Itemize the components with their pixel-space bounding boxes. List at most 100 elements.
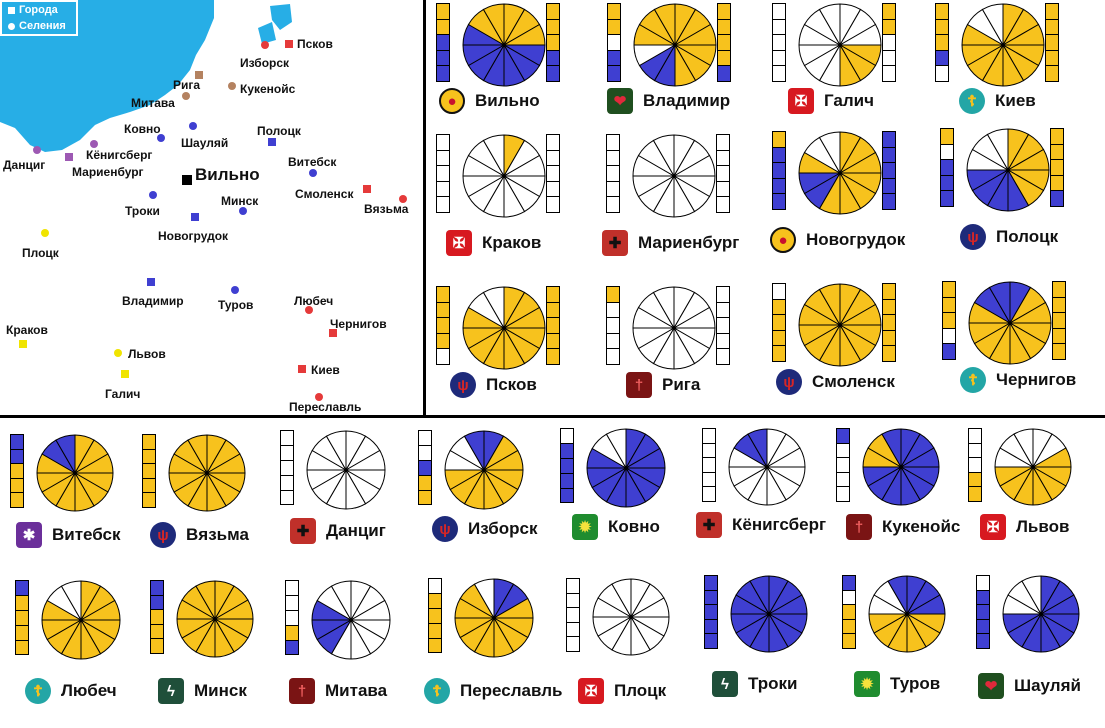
settlement-marker: [261, 41, 269, 49]
pie-slice: [887, 575, 908, 616]
pie-slice: [1021, 575, 1042, 616]
bar-cell: [606, 134, 620, 151]
bar-cell: [935, 65, 949, 82]
left-bar: [606, 286, 620, 365]
city-banner: ✠ Галич: [788, 88, 874, 114]
city-banner: ❤ Владимир: [607, 88, 730, 114]
city-name: Изборск: [468, 519, 538, 538]
city-name: Рига: [662, 375, 701, 394]
bar-cell: [968, 428, 982, 444]
city-banner: ❤ Шауляй: [978, 673, 1081, 699]
bar-cell: [546, 34, 560, 51]
bar-cell: [436, 149, 450, 167]
pie-center: [899, 465, 903, 469]
pie-center: [73, 471, 77, 475]
right-bar: [546, 134, 560, 213]
map-city-label: Переславль: [289, 400, 362, 414]
left-bar: [436, 286, 450, 365]
right-bar: [716, 134, 730, 213]
bar-cell: [428, 637, 442, 654]
pie-center: [765, 465, 769, 469]
right-bar: [717, 3, 731, 82]
bar-cell: [436, 3, 450, 20]
bar-cell: [10, 448, 24, 464]
left-bar: [418, 430, 432, 506]
pie-slice: [482, 286, 505, 330]
bar-cell: [716, 134, 730, 151]
map-city-label: Кёнигсберг: [86, 148, 153, 162]
pie-slice: [55, 434, 76, 475]
bolt-icon: ϟ: [158, 678, 184, 704]
pie-slice: [749, 575, 770, 616]
bar-cell: [940, 128, 954, 145]
settlement-marker: [239, 207, 247, 215]
ownership-pie: [41, 580, 121, 660]
bar-cell: [976, 589, 990, 605]
trident-icon: ψ: [960, 224, 986, 250]
bar-cell: [940, 143, 954, 161]
pie-slice: [818, 3, 841, 47]
bar-cell: [935, 3, 949, 20]
settlement-marker: [399, 195, 407, 203]
pie-center: [482, 468, 486, 472]
pie-center: [79, 618, 83, 622]
ownership-pie: [968, 281, 1052, 365]
heart-icon: ❤: [978, 673, 1004, 699]
settlement-marker: [231, 286, 239, 294]
bar-cell: [882, 177, 896, 195]
bar-cell: [1052, 343, 1066, 360]
left-bar: [772, 131, 786, 210]
map-city-label: Галич: [105, 387, 141, 401]
ownership-pie: [961, 3, 1045, 87]
city-banner: ψ Псков: [450, 372, 537, 398]
city-marker: [298, 365, 306, 373]
bar-cell: [717, 18, 731, 36]
pie-slice: [60, 580, 82, 622]
bar-cell: [560, 442, 574, 459]
bar-cell: [704, 633, 718, 649]
bar-cell: [606, 301, 620, 319]
left-bar: [704, 575, 718, 649]
bar-cell: [702, 428, 716, 444]
bar-cell: [10, 477, 24, 493]
bar-cell: [968, 442, 982, 458]
bar-cell: [436, 301, 450, 319]
bar-cell: [606, 165, 620, 182]
map-city-label: Рига: [173, 78, 201, 92]
sun-icon: ✹: [572, 514, 598, 540]
pie-center: [349, 618, 353, 622]
bar-cell: [546, 196, 560, 213]
pie-center: [624, 466, 628, 470]
bar-cell: [772, 329, 786, 347]
bar-cell: [142, 477, 156, 493]
pie-slice: [605, 428, 627, 470]
city-name: Кукенойс: [882, 517, 961, 536]
pie-slice: [463, 430, 485, 472]
settlement-marker: [157, 134, 165, 142]
bar-cell: [717, 65, 731, 82]
ownership-pie: [633, 3, 717, 87]
pie-center: [492, 616, 496, 620]
right-bar: [882, 283, 896, 362]
map-city-label: Минск: [221, 194, 259, 208]
eagle-icon: ✠: [980, 514, 1006, 540]
bar-cell: [842, 604, 856, 620]
settlement-marker: [33, 146, 41, 154]
bar-cell: [280, 444, 294, 461]
map-city-label: Краков: [6, 323, 48, 337]
city-name: Львов: [1016, 517, 1070, 536]
settlement-marker: [309, 169, 317, 177]
orthodox-cross-icon: ☦: [424, 678, 450, 704]
bar-cell: [280, 489, 294, 506]
pie-center: [502, 43, 506, 47]
pie-center: [213, 617, 217, 621]
bar-cell: [606, 196, 620, 213]
pie-slice: [818, 283, 841, 327]
bar-cell: [716, 286, 730, 303]
bar-cell: [882, 162, 896, 179]
right-bar: [1052, 281, 1066, 360]
pie-slice: [611, 578, 632, 619]
bar-cell: [882, 283, 896, 300]
city-name: Галич: [824, 91, 874, 110]
bar-cell: [772, 18, 786, 36]
